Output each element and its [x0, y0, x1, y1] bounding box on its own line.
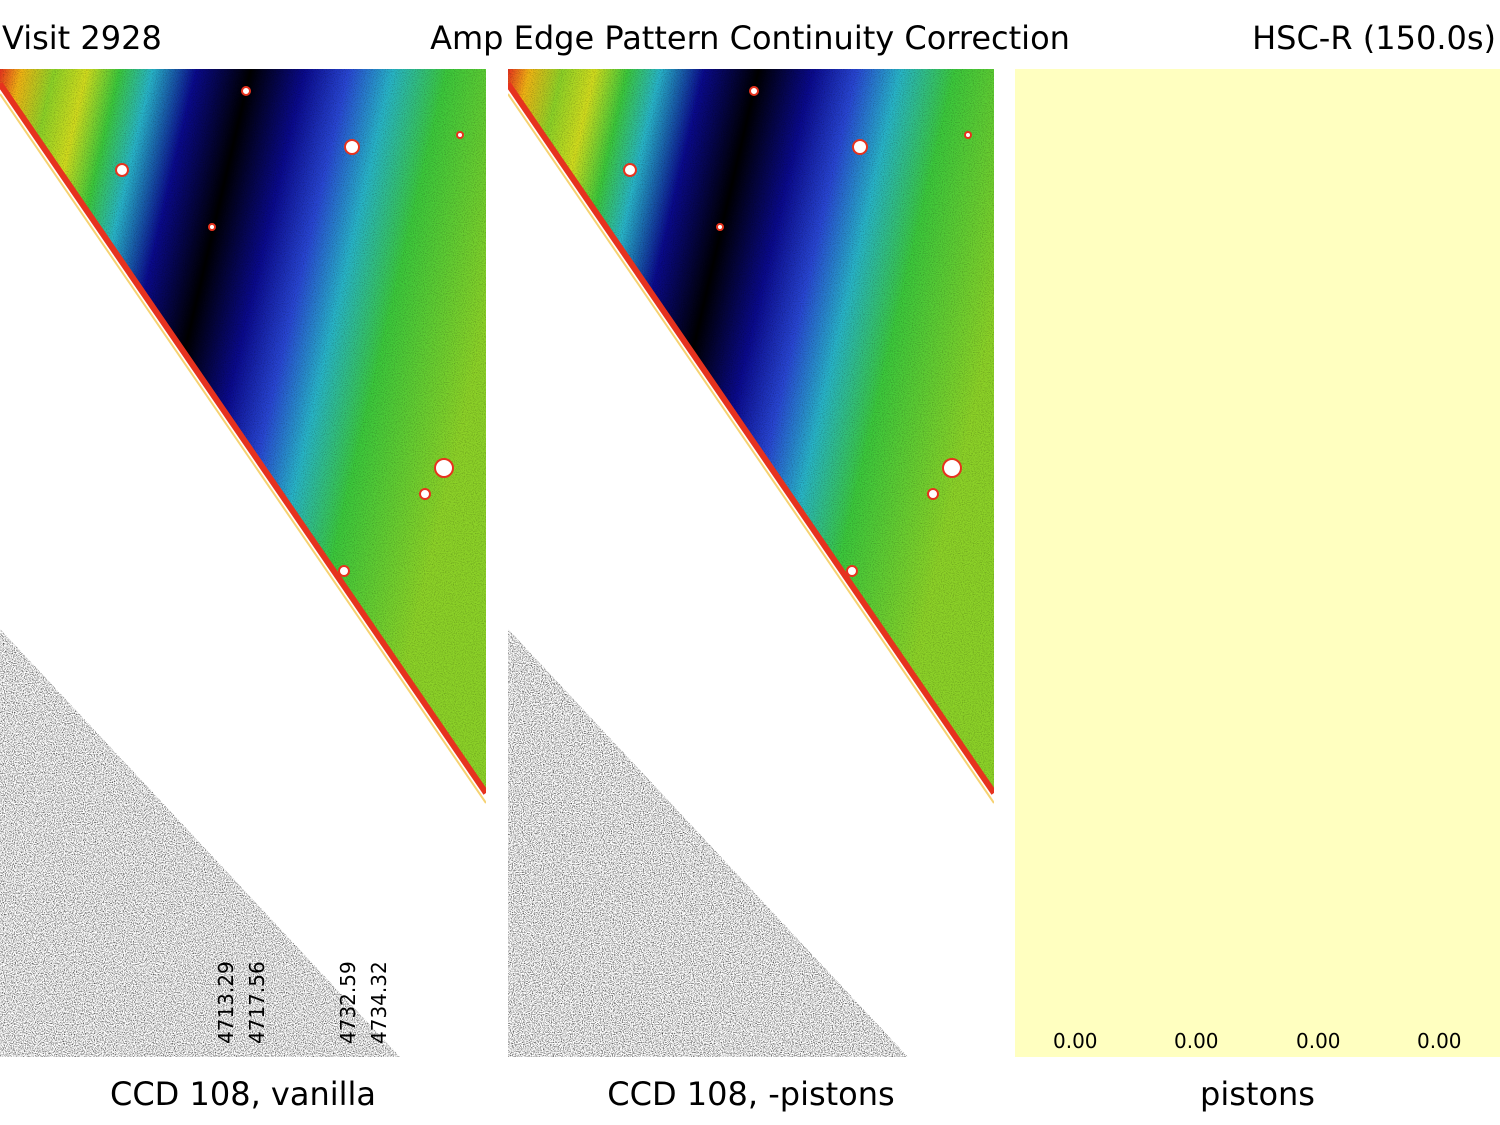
ccd-image-vanilla-graphic [0, 69, 486, 1057]
piston-value: 0.00 [1417, 1029, 1462, 1053]
piston-value: 0.00 [1296, 1029, 1341, 1053]
piston-value: 0.00 [1053, 1029, 1098, 1053]
panel-caption: CCD 108, -pistons [607, 1075, 895, 1113]
ccd-image-minus-pistons [508, 69, 994, 1057]
amp-level-label: 4732.59 [336, 961, 360, 1044]
visit-label: Visit 2928 [2, 19, 162, 57]
panel-caption: CCD 108, vanilla [109, 1075, 377, 1113]
filter-exposure-label: HSC-R (150.0s) [1252, 19, 1496, 57]
panel-caption: pistons [1200, 1075, 1315, 1113]
ccd-image-vanilla: 4713.29 4717.56 4732.59 4734.32 [0, 69, 486, 1057]
amp-level-label: 4713.29 [214, 961, 238, 1044]
figure-title: Amp Edge Pattern Continuity Correction [430, 19, 1070, 57]
amp-level-label: 4717.56 [245, 961, 269, 1044]
pistons-map: 0.00 0.00 0.00 0.00 [1015, 69, 1500, 1057]
piston-value: 0.00 [1174, 1029, 1219, 1053]
amp-level-label: 4734.32 [367, 961, 391, 1044]
ccd-image-minus-pistons-graphic [508, 69, 994, 1057]
